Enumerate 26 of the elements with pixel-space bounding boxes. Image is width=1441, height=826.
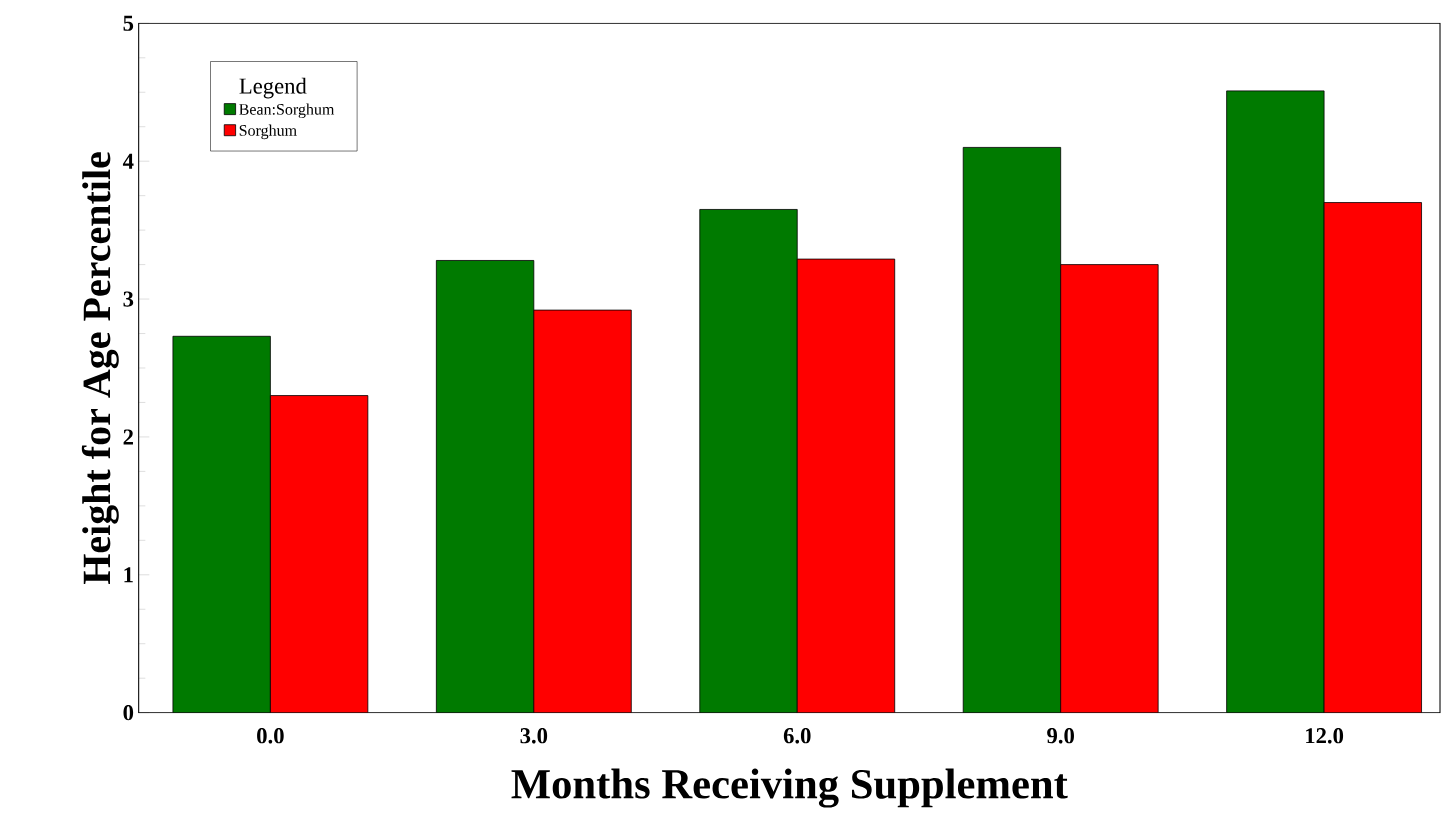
bar	[533, 310, 632, 713]
legend-label: Bean:Sorghum	[239, 103, 335, 119]
x-tick-label: 0.0	[257, 728, 284, 744]
y-tick-label: 2	[123, 429, 133, 445]
y-tick-label: 3	[123, 291, 134, 307]
bar	[172, 335, 271, 713]
bar	[269, 395, 369, 713]
x-tick-label: 12.0	[1306, 728, 1344, 744]
bar	[1060, 264, 1159, 713]
y-tick-label: 5	[123, 15, 134, 31]
legend-label: Sorghum	[239, 124, 297, 140]
bar	[962, 147, 1062, 713]
y-axis-title: Height for Age Percentile	[81, 152, 119, 585]
y-tick-label: 0	[123, 705, 134, 721]
bar	[699, 209, 798, 713]
x-tick-label: 6.0	[783, 728, 811, 744]
bar	[1226, 90, 1325, 713]
x-axis-title: Months Receiving Supplement	[511, 768, 1068, 808]
bar	[436, 260, 534, 713]
x-tick-label: 3.0	[520, 728, 548, 744]
x-tick-label: 9.0	[1047, 728, 1074, 744]
bar	[1323, 202, 1422, 713]
y-tick-label: 4	[122, 153, 134, 169]
bar	[796, 258, 896, 713]
legend-title: Legend	[239, 77, 307, 99]
y-tick-label: 1	[124, 567, 133, 583]
